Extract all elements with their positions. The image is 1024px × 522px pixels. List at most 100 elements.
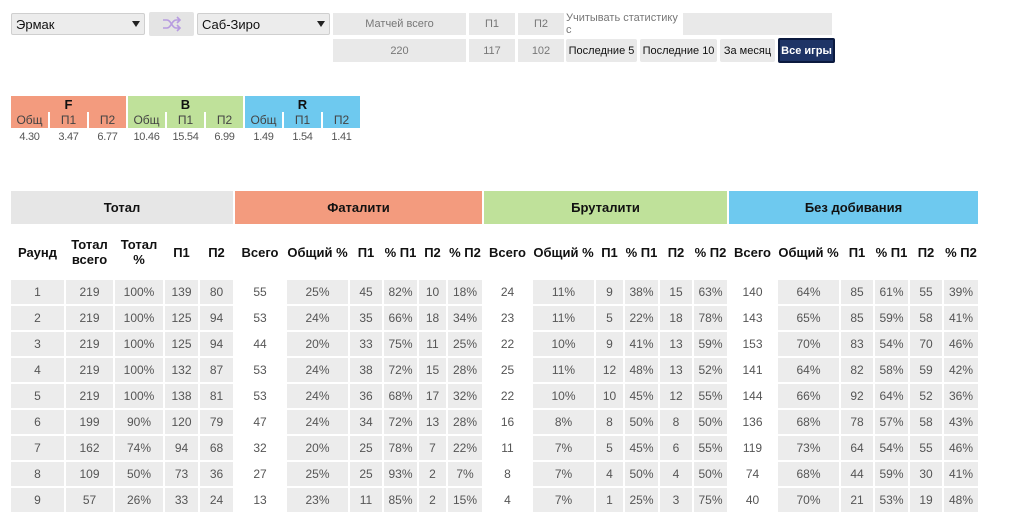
swap-players-button[interactable]	[149, 12, 194, 36]
r-sub-p2: П2	[323, 112, 360, 128]
table-cell: 21	[841, 488, 873, 512]
table-cell: 132	[165, 358, 198, 382]
column-header-brutality-1: Общий %	[533, 244, 594, 260]
b-sub-p1: П1	[167, 112, 204, 128]
table-cell: 28%	[448, 358, 482, 382]
table-cell: 85	[841, 280, 873, 304]
column-header-total-2: Тотал %	[120, 237, 158, 267]
group-total-header: Тотал	[11, 191, 233, 224]
table-cell: 24	[500, 285, 515, 299]
table-cell: 24%	[287, 306, 348, 330]
table-cell: 55	[910, 436, 942, 460]
table-cell: 44	[841, 462, 873, 486]
table-cell: 17	[419, 384, 446, 408]
column-header-brutality-0: Всего	[488, 244, 527, 260]
table-cell: 18	[660, 306, 692, 330]
table-cell: 23%	[287, 488, 348, 512]
table-cell: 28%	[448, 410, 482, 434]
table-cell: 50%	[625, 462, 658, 486]
filter-month-button[interactable]: За месяц	[720, 39, 775, 62]
b-all-value: 10.46	[133, 131, 160, 143]
r-all-value: 1.49	[253, 131, 274, 143]
f-p1-value: 3.47	[58, 131, 79, 143]
player2-select[interactable]: Саб-Зиро	[197, 13, 330, 35]
table-cell: 199	[66, 410, 113, 434]
table-cell: 39%	[944, 280, 978, 304]
table-cell: 63%	[694, 280, 727, 304]
f-sub-p2: П2	[89, 112, 126, 128]
table-cell: 64	[841, 436, 873, 460]
table-cell: 6	[11, 410, 64, 434]
table-cell: 85%	[384, 488, 417, 512]
table-cell: 40	[745, 493, 760, 507]
table-cell: 4	[504, 493, 511, 507]
stats-from-label: Учитывать статистику с	[566, 12, 678, 36]
stats-from-input[interactable]	[683, 13, 832, 35]
table-cell: 82	[841, 358, 873, 382]
table-cell: 93%	[384, 462, 417, 486]
table-cell: 27	[253, 467, 267, 481]
column-header-fatality-2: П1	[357, 244, 375, 260]
table-cell: 44	[253, 337, 267, 351]
table-cell: 46%	[944, 436, 978, 460]
table-cell: 54%	[875, 436, 908, 460]
column-header-none-5: % П2	[945, 244, 977, 260]
rounds-table: Тотал Фаталити Бруталити Без добивания Р…	[9, 189, 980, 514]
column-header-fatality-3: % П1	[384, 244, 417, 260]
table-cell: 24	[200, 488, 233, 512]
player1-select[interactable]: Эрмак	[11, 13, 145, 35]
table-cell: 8	[11, 462, 64, 486]
matches-total: 220	[333, 39, 466, 62]
filter-all-button[interactable]: Все игры	[778, 38, 835, 63]
table-cell: 219	[66, 306, 113, 330]
r-sub-all: Общ	[245, 112, 282, 128]
chevron-down-icon	[132, 21, 140, 27]
table-cell: 70	[910, 332, 942, 356]
table-cell: 18%	[448, 280, 482, 304]
p1-total: 117	[469, 39, 515, 62]
table-cell: 82%	[384, 280, 417, 304]
column-header-total-0: Раунд	[17, 244, 58, 260]
column-header-fatality-0: Всего	[241, 244, 279, 260]
table-cell: 20%	[287, 436, 348, 460]
table-cell: 94	[200, 306, 233, 330]
table-cell: 100%	[115, 280, 163, 304]
table-cell: 5	[11, 384, 64, 408]
table-cell: 64%	[875, 384, 908, 408]
table-cell: 4	[11, 358, 64, 382]
table-cell: 11%	[533, 280, 594, 304]
table-cell: 138	[165, 384, 198, 408]
group-r-header: R	[245, 96, 360, 112]
column-header-fatality-1: Общий %	[287, 244, 348, 260]
table-cell: 53	[253, 363, 267, 377]
table-cell: 53	[253, 311, 267, 325]
table-cell: 36%	[944, 384, 978, 408]
group-f-header: F	[11, 96, 126, 112]
table-cell: 8	[504, 467, 511, 481]
table-cell: 11	[350, 488, 382, 512]
table-cell: 85	[841, 306, 873, 330]
table-cell: 59	[910, 358, 942, 382]
shuffle-icon	[162, 16, 181, 32]
table-cell: 24%	[287, 384, 348, 408]
table-cell: 58	[910, 410, 942, 434]
table-cell: 219	[66, 280, 113, 304]
p2-label: П2	[518, 13, 564, 35]
table-cell: 75%	[694, 488, 727, 512]
filter-last10-button[interactable]: Последние 10	[640, 39, 717, 62]
table-cell: 22	[500, 337, 515, 351]
table-cell: 78%	[384, 436, 417, 460]
table-cell: 72%	[384, 358, 417, 382]
table-cell: 19	[910, 488, 942, 512]
table-cell: 80	[200, 280, 233, 304]
group-brutality-header: Бруталити	[484, 191, 727, 224]
table-cell: 8	[596, 410, 623, 434]
table-cell: 59%	[875, 462, 908, 486]
table-cell: 45	[350, 280, 382, 304]
table-row: 9 57 26% 33 24 13 23% 11 85% 2 15% 4 7% 1 25% 3 75% 40 70%…	[11, 488, 978, 512]
table-cell: 55%	[694, 436, 727, 460]
table-cell: 5	[596, 306, 623, 330]
table-cell: 47	[253, 415, 267, 429]
table-cell: 13	[660, 358, 692, 382]
filter-last5-button[interactable]: Последние 5	[566, 39, 637, 62]
